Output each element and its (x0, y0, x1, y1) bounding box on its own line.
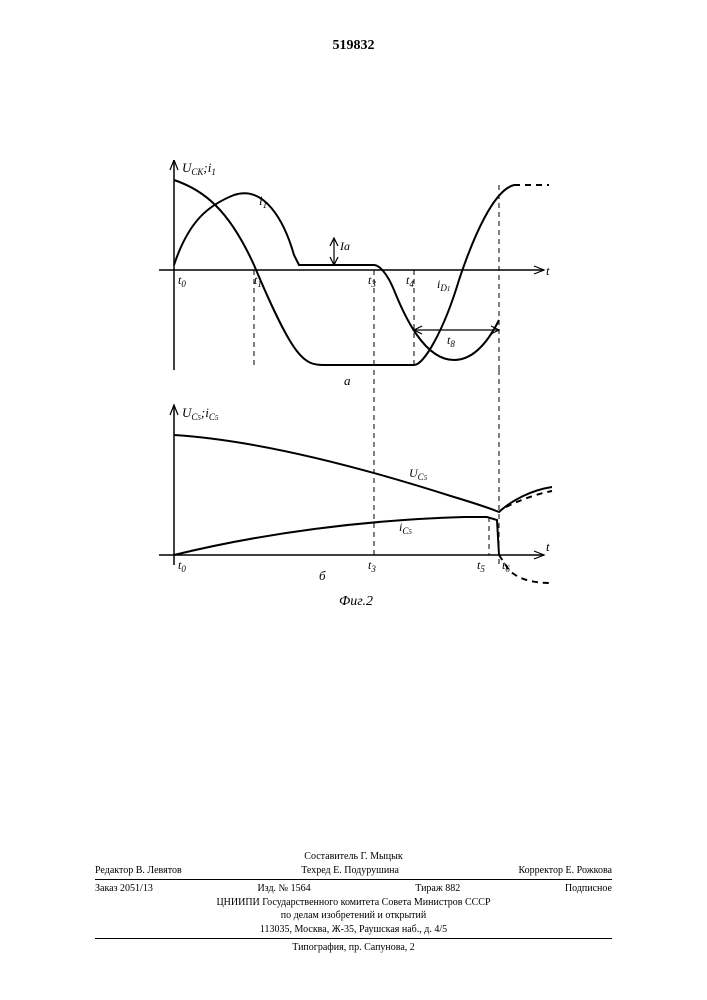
tick-t0-b: t0 (178, 558, 186, 574)
uc5-label: UC5 (409, 466, 428, 482)
footer-print: Типография, пр. Сапунова, 2 (95, 941, 612, 955)
subplot-b-label: б (319, 568, 326, 583)
tick-t5-b: t5 (477, 558, 485, 574)
footer-org2: по делам изобретений и открытий (95, 909, 612, 923)
footer-techred: Техред Е. Подурушина (301, 864, 399, 878)
figure-caption: Фиг.2 (339, 594, 373, 609)
figure-svg: UCK;i1 t Iа i1 t0 t1 (154, 160, 554, 620)
tick-t3-b: t3 (368, 558, 376, 574)
footer-izd: Изд. № 1564 (257, 882, 310, 896)
plot-b-ylabel: UC5;iC5 (182, 405, 219, 422)
plot-a-xlabel: t (546, 263, 550, 278)
iD1-label: iD1 (437, 277, 450, 293)
footer-compiler: Составитель Г. Мыцык (95, 850, 612, 864)
ia-label: Iа (339, 239, 350, 253)
ic5-label: iC5 (399, 520, 412, 536)
figure-panel: UCK;i1 t Iа i1 t0 t1 (154, 160, 554, 620)
footer-tirazh: Тираж 882 (415, 882, 460, 896)
tick-t4-a: t4 (406, 273, 414, 289)
plot-a: UCK;i1 t Iа i1 t0 t1 (159, 160, 550, 370)
footer-corrector: Корректор Е. Рожкова (518, 864, 612, 878)
footer-org1: ЦНИИПИ Государственного комитета Совета … (95, 896, 612, 910)
footer-editor: Редактор В. Левятов (95, 864, 182, 878)
footer-order: Заказ 2051/13 (95, 882, 153, 896)
plot-a-ylabel: UCK;i1 (182, 160, 216, 177)
i1-label: i1 (259, 193, 267, 210)
tick-t3-a: t3 (368, 273, 376, 289)
page: 519832 UCK;i1 t (0, 0, 707, 1000)
footer-block: Составитель Г. Мыцык Редактор В. Левятов… (95, 850, 612, 955)
footer-podpis: Подписное (565, 882, 612, 896)
subplot-a-label: а (344, 373, 351, 388)
plot-b-xlabel: t (546, 539, 550, 554)
plot-b: UC5;iC5 t UC5 iC5 t0 t3 t5 t6 (159, 405, 552, 583)
tick-t6-b: t6 (502, 558, 510, 574)
t8-label: t8 (447, 333, 455, 349)
tick-t0-a: t0 (178, 273, 186, 289)
document-number: 519832 (0, 38, 707, 54)
footer-org3: 113035, Москва, Ж-35, Раушская наб., д. … (95, 923, 612, 937)
